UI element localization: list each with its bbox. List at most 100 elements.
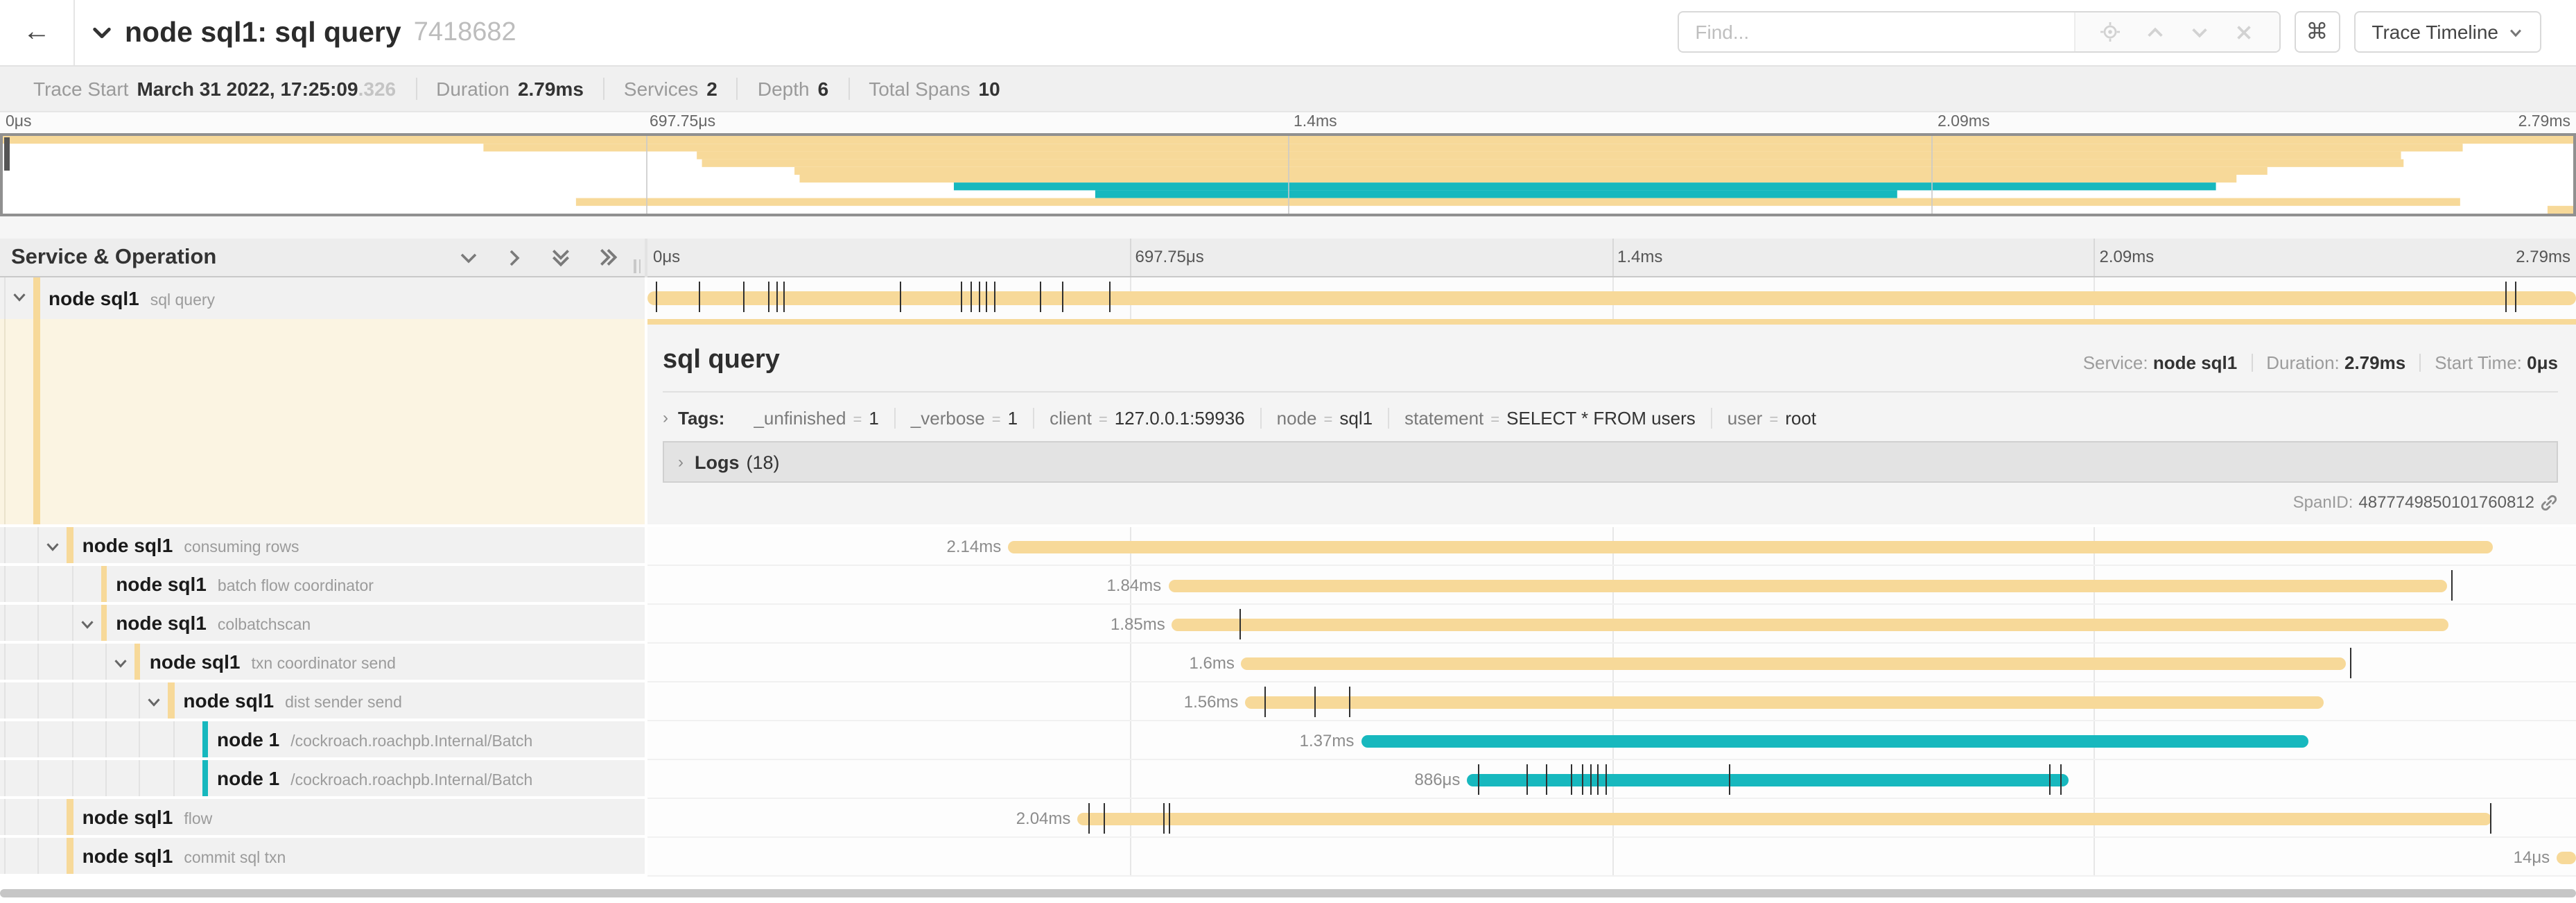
- span-detail-meta: Service: node sql1 Duration: 2.79ms Star…: [2083, 352, 2558, 373]
- ruler-tick-label: 2.79ms: [2516, 247, 2570, 266]
- log-marker: [2490, 803, 2492, 834]
- start-time-label: Start Time:: [2435, 352, 2522, 373]
- log-marker: [971, 282, 973, 312]
- operation-name: consuming rows: [184, 540, 299, 556]
- span-bar[interactable]: [1172, 618, 2449, 631]
- span-tree-column: node sql1 sql query node sql1 consuming ro…: [0, 277, 645, 903]
- service-operation-header: Service & Operation: [0, 239, 645, 276]
- span-bar[interactable]: [1077, 812, 2491, 825]
- tree-guide-line: [4, 527, 6, 563]
- log-marker: [656, 282, 658, 312]
- span-bar[interactable]: [1008, 540, 2494, 553]
- trace-info-bar: Trace Start March 31 2022, 17:25:09.326 Du…: [0, 65, 2576, 112]
- chevron-down-icon[interactable]: [146, 692, 162, 717]
- column-resize-grip[interactable]: [634, 259, 641, 273]
- chevron-down-icon[interactable]: [11, 287, 28, 312]
- view-selector-button[interactable]: Trace Timeline: [2353, 11, 2541, 53]
- service-name: node sql1 batch flow coordinator: [116, 573, 374, 595]
- find-next-icon[interactable]: [2190, 22, 2211, 42]
- span-bar-row[interactable]: 2.04ms: [647, 799, 2576, 838]
- log-marker: [899, 282, 901, 312]
- tree-row[interactable]: node sql1 batch flow coordinator: [0, 566, 645, 602]
- log-marker: [1169, 803, 1171, 834]
- tree-guide-line: [37, 682, 40, 719]
- tree-row[interactable]: node 1/cockroach.roachpb.Internal/Batch: [0, 721, 645, 757]
- tree-guide-line: [139, 760, 141, 796]
- horizontal-scrollbar[interactable]: [0, 889, 2576, 897]
- collapse-one-icon[interactable]: [458, 246, 480, 268]
- find-clear-icon[interactable]: [2234, 22, 2255, 42]
- log-marker: [2349, 648, 2351, 678]
- span-bar-row[interactable]: 2.14ms: [647, 527, 2576, 566]
- span-bars-column: sql query Service: node sql1 Duration: 2…: [647, 277, 2576, 903]
- expand-all-icon[interactable]: [596, 246, 620, 269]
- tree-row[interactable]: node sql1 txn coordinator send: [0, 644, 645, 680]
- chevron-down-icon[interactable]: [78, 614, 95, 639]
- log-marker: [1088, 803, 1090, 834]
- log-marker: [1314, 687, 1316, 717]
- tags-row[interactable]: › Tags: _unfinished = 1 _verbose = 1 client = 12…: [663, 402, 2558, 433]
- duration-value: 2.79ms: [2344, 352, 2406, 373]
- span-bar[interactable]: [1241, 657, 2347, 670]
- tree-row[interactable]: node sql1 flow: [0, 799, 645, 835]
- tree-guide-line: [4, 838, 6, 874]
- span-bar-row[interactable]: 1.6ms: [647, 644, 2576, 682]
- find-box: [1677, 11, 2281, 53]
- tree-guide-line: [105, 721, 107, 757]
- tree-rows: node sql1 consuming rows node sql1 batch fl…: [0, 527, 645, 877]
- span-bar[interactable]: [2557, 851, 2576, 864]
- tree-guide-line: [37, 721, 40, 757]
- tree-row[interactable]: node sql1 consuming rows: [0, 527, 645, 563]
- copy-link-icon[interactable]: [2540, 493, 2558, 511]
- tree-row[interactable]: node sql1 colbatchscan: [0, 605, 645, 641]
- trace-info-item: Total Spans 10: [869, 78, 1000, 100]
- span-bar[interactable]: [1168, 579, 2447, 592]
- timeline-gridline: [1129, 760, 1131, 798]
- tree-guide-line: [4, 682, 6, 719]
- span-bar[interactable]: [1245, 696, 2324, 709]
- timeline-gridline: [1129, 838, 1131, 875]
- find-prev-icon[interactable]: [2145, 22, 2166, 42]
- chevron-down-icon[interactable]: [112, 653, 129, 678]
- span-bar[interactable]: [1467, 773, 2069, 786]
- chevron-down-icon[interactable]: [45, 537, 62, 562]
- span-bar-row[interactable]: 1.84ms: [647, 566, 2576, 605]
- tree-row-root[interactable]: node sql1 sql query: [0, 277, 645, 319]
- start-time-value: 0μs: [2527, 352, 2558, 373]
- tree-row[interactable]: node sql1 dist sender send: [0, 682, 645, 719]
- span-duration-label: 886μs: [1414, 770, 1461, 789]
- tags-expand-caret: ›: [663, 408, 668, 427]
- operation-name: colbatchscan: [217, 617, 311, 634]
- tree-guide-line: [37, 527, 40, 563]
- tag-item: _verbose = 1: [896, 407, 1035, 428]
- logs-bar[interactable]: › Logs (18): [663, 441, 2558, 483]
- log-marker: [961, 282, 963, 312]
- log-marker: [1605, 764, 1607, 795]
- trace-info-item: Services 2: [604, 78, 738, 100]
- find-input[interactable]: [1678, 12, 2074, 51]
- log-marker: [776, 282, 778, 312]
- span-bar-row[interactable]: 1.56ms: [647, 682, 2576, 721]
- collapse-all-icon[interactable]: [549, 246, 573, 269]
- trace-minimap[interactable]: [0, 133, 2576, 216]
- minimap-drag-handle[interactable]: [4, 137, 10, 171]
- span-bar-row-root[interactable]: [647, 277, 2576, 319]
- span-bar-row[interactable]: 886μs: [647, 760, 2576, 799]
- timeline-gridline: [1129, 682, 1131, 720]
- span-bar-row[interactable]: 1.37ms: [647, 721, 2576, 760]
- tree-row[interactable]: node sql1 commit sql txn: [0, 838, 645, 874]
- tree-guide-line: [37, 644, 40, 680]
- span-bar-row[interactable]: 1.85ms: [647, 605, 2576, 644]
- trace-info-item: Depth 6: [738, 78, 850, 100]
- span-bar-row[interactable]: 14μs: [647, 838, 2576, 877]
- span-bar[interactable]: [647, 291, 2576, 304]
- back-button[interactable]: ←: [0, 0, 75, 65]
- keyboard-shortcuts-button[interactable]: ⌘: [2294, 11, 2340, 53]
- span-duration-label: 2.14ms: [946, 537, 1002, 556]
- span-bar[interactable]: [1361, 734, 2308, 748]
- chevron-down-icon[interactable]: [92, 22, 112, 43]
- tree-guide-line: [71, 566, 73, 602]
- tree-row[interactable]: node 1/cockroach.roachpb.Internal/Batch: [0, 760, 645, 796]
- expand-one-icon[interactable]: [503, 246, 525, 268]
- locate-icon[interactable]: [2099, 21, 2121, 43]
